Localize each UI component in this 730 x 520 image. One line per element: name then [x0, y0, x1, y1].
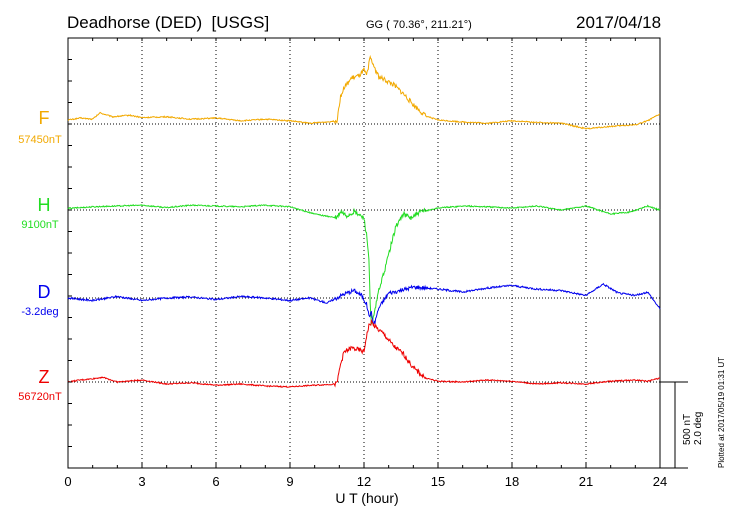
series-labels-layer: F 57450nT H 9100nT D -3.2deg Z 56720nT	[18, 108, 62, 403]
plotted-at-note: Plotted at 2017/05/19 01:31 UT	[717, 357, 726, 468]
trace-H	[67, 204, 661, 325]
series-baseline-H: 9100nT	[21, 219, 59, 231]
series-baseline-Z: 56720nT	[18, 391, 62, 403]
x-tick-label-3: 3	[138, 474, 145, 489]
x-tick-label-6: 6	[212, 474, 219, 489]
x-tick-label-9: 9	[286, 474, 293, 489]
date-label: 2017/04/18	[576, 13, 661, 32]
x-tick-label-21: 21	[579, 474, 593, 489]
scale-nt-label: 500 nT	[682, 414, 693, 445]
trace-F	[67, 54, 661, 130]
series-baseline-F: 57450nT	[18, 134, 62, 146]
series-letter-Z: Z	[39, 367, 50, 387]
x-tick-label-18: 18	[505, 474, 519, 489]
x-tick-label-0: 0	[64, 474, 71, 489]
x-tick-label-12: 12	[357, 474, 371, 489]
coords-label: GG ( 70.36°, 211.21°)	[366, 19, 472, 31]
x-axis: 0 3 6 9 12 15 18 21 24	[64, 37, 667, 489]
series-baseline-D: -3.2deg	[21, 306, 58, 318]
x-tick-label-15: 15	[431, 474, 445, 489]
trace-D	[67, 282, 661, 327]
series-letter-D: D	[38, 282, 51, 302]
x-axis-label: U T (hour)	[335, 490, 398, 506]
traces-layer	[67, 54, 661, 388]
series-letter-F: F	[39, 108, 50, 128]
scale-deg-label: 2.0 deg	[693, 412, 704, 445]
station-title: Deadhorse (DED) [USGS]	[67, 13, 269, 32]
x-tick-label-24: 24	[653, 474, 667, 489]
trace-Z	[67, 318, 660, 388]
series-letter-H: H	[38, 195, 51, 215]
